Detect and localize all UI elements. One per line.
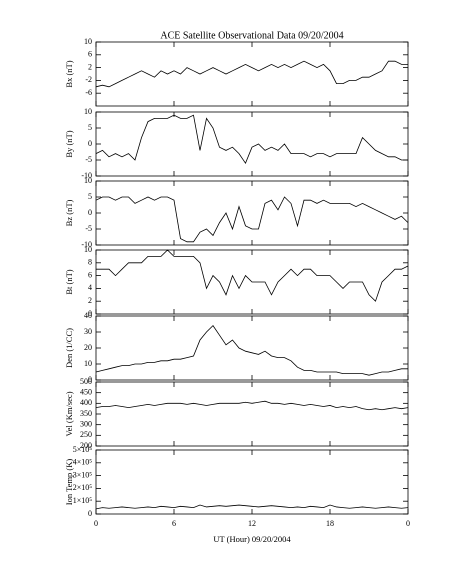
data-line bbox=[95, 504, 409, 510]
y-tick-label: 4 bbox=[88, 283, 92, 292]
x-tick-label: 0 bbox=[406, 519, 410, 528]
y-tick-label: -5 bbox=[85, 155, 92, 164]
y-tick-label: 300 bbox=[80, 419, 92, 428]
y-tick-label: 5 bbox=[88, 192, 92, 201]
data-line bbox=[95, 400, 409, 411]
y-tick-label: -6 bbox=[85, 88, 92, 97]
y-tick-label: 350 bbox=[80, 409, 92, 418]
y-tick-label: 10 bbox=[84, 37, 92, 46]
y-tick-label: 5×10⁵ bbox=[73, 445, 93, 454]
x-tick-label: 6 bbox=[172, 519, 176, 528]
y-tick-label: 6 bbox=[88, 270, 92, 279]
y-tick-label: 10 bbox=[84, 359, 92, 368]
y-tick-label: 6 bbox=[88, 50, 92, 59]
y-tick-label: 5 bbox=[88, 123, 92, 132]
y-tick-label: 500 bbox=[80, 377, 92, 386]
y-tick-label: 2 bbox=[88, 62, 92, 71]
y-tick-label: 4×10⁵ bbox=[73, 458, 93, 467]
y-tick-label: 250 bbox=[80, 430, 92, 439]
y-tick-label: 20 bbox=[84, 343, 92, 352]
y-tick-label: 0 bbox=[88, 139, 92, 148]
y-tick-label: 10 bbox=[84, 107, 92, 116]
y-axis-label: Den (1/CC) bbox=[64, 328, 74, 368]
y-tick-label: 10 bbox=[84, 176, 92, 185]
y-tick-label: -2 bbox=[85, 75, 92, 84]
y-axis-label: Vel (Km/sec) bbox=[64, 391, 74, 436]
y-tick-label: 30 bbox=[84, 327, 92, 336]
panel-frame bbox=[95, 381, 409, 447]
y-tick-label: 200 bbox=[80, 441, 92, 450]
y-tick-label: 400 bbox=[80, 398, 92, 407]
x-tick-label: 18 bbox=[326, 519, 334, 528]
y-tick-label: 0 bbox=[88, 309, 92, 318]
y-tick-label: 0 bbox=[88, 208, 92, 217]
y-axis-label: Bx (nT) bbox=[64, 60, 74, 87]
y-axis-label: Ion Temp (K) bbox=[64, 459, 74, 506]
y-axis-label: Bz (nT) bbox=[64, 199, 74, 226]
y-tick-label: 450 bbox=[80, 387, 92, 396]
data-line bbox=[95, 196, 409, 243]
panel-frame bbox=[95, 111, 409, 177]
y-tick-label: 2×10⁵ bbox=[73, 483, 93, 492]
y-tick-label: 0 bbox=[88, 509, 92, 518]
data-line bbox=[95, 60, 408, 88]
chart-title: ACE Satellite Observational Data 09/20/2… bbox=[160, 30, 343, 41]
panel-frame bbox=[95, 449, 409, 515]
y-axis-label: Bt (nT) bbox=[64, 269, 74, 294]
data-line bbox=[95, 324, 408, 376]
y-tick-label: 3×10⁵ bbox=[73, 470, 93, 479]
y-tick-label: 1×10⁵ bbox=[73, 496, 93, 505]
y-tick-label: -5 bbox=[85, 224, 92, 233]
panel-frame bbox=[95, 180, 409, 246]
data-line bbox=[96, 249, 409, 302]
panel-frame bbox=[95, 315, 409, 381]
panel-frame bbox=[95, 41, 409, 107]
y-tick-label: 0 bbox=[88, 375, 92, 384]
x-axis-label: UT (Hour) 09/20/2004 bbox=[213, 534, 291, 544]
y-tick-label: 40 bbox=[84, 311, 92, 320]
x-tick-label: 12 bbox=[248, 519, 256, 528]
y-tick-label: -10 bbox=[81, 240, 92, 249]
y-tick-label: 2 bbox=[88, 296, 92, 305]
data-line bbox=[95, 114, 408, 165]
y-axis-label: By (nT) bbox=[64, 130, 74, 157]
y-tick-label: 10 bbox=[84, 245, 92, 254]
y-tick-label: -10 bbox=[81, 171, 92, 180]
x-tick-label: 0 bbox=[94, 519, 98, 528]
y-tick-label: 8 bbox=[88, 258, 92, 267]
